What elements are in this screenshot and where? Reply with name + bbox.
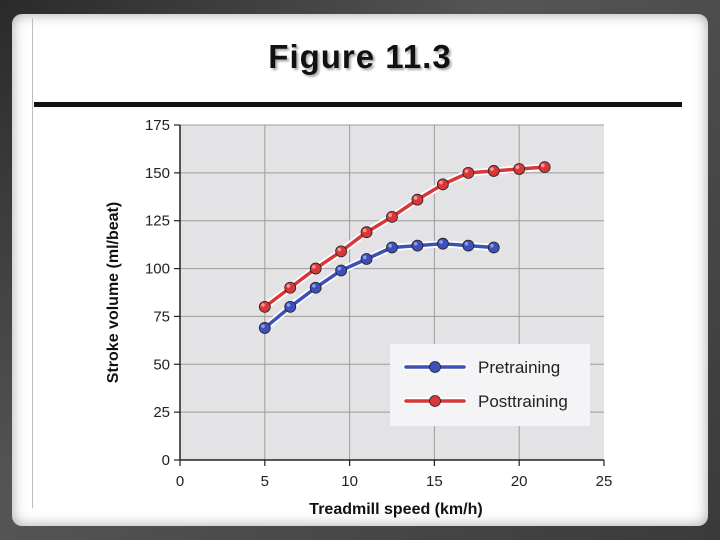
series-1-point-6 xyxy=(411,193,424,206)
series-0-point-0-highlight xyxy=(261,324,265,328)
series-1-point-2-highlight xyxy=(312,264,316,269)
series-1-point-3 xyxy=(335,245,348,258)
series-0-point-0 xyxy=(258,322,271,334)
series-0-point-1-highlight xyxy=(286,303,291,307)
series-1-point-7-highlight xyxy=(439,180,443,185)
series-0-point-5-highlight xyxy=(388,243,393,248)
y-tick-label-75: 75 xyxy=(153,308,170,325)
series-1-point-1 xyxy=(284,281,297,294)
series-1-point-1-highlight xyxy=(286,284,291,288)
series-1-point-8 xyxy=(462,166,475,179)
axes xyxy=(174,124,605,466)
series-0-point-4-highlight xyxy=(362,255,367,259)
series-1-point-7 xyxy=(436,178,449,191)
series-0-point-9-highlight xyxy=(490,243,494,248)
legend-box xyxy=(390,344,590,426)
legend-marker-0 xyxy=(429,361,441,373)
series-0-point-4 xyxy=(360,253,373,265)
series-0-line xyxy=(263,241,496,330)
series-1-point-6-highlight xyxy=(413,196,418,200)
series-1-point-4 xyxy=(360,226,373,239)
series-1-point-10-highlight xyxy=(515,165,520,170)
series-0-point-6 xyxy=(411,239,424,252)
x-tick-label-5: 5 xyxy=(261,473,269,490)
series-0-point-5 xyxy=(386,241,398,254)
series-0-point-8 xyxy=(462,239,475,252)
series-group xyxy=(258,161,551,334)
series-1-point-0-highlight xyxy=(261,303,265,307)
series-1-point-9-highlight xyxy=(490,167,494,171)
series-0-point-8-highlight xyxy=(464,242,469,246)
y-tick-label-150: 150 xyxy=(145,165,170,182)
series-1-point-9 xyxy=(487,165,500,177)
series-1-point-5 xyxy=(386,210,398,223)
slide-vertical-rule xyxy=(32,18,33,508)
series-1-point-3-highlight xyxy=(337,247,342,252)
tick-labels: 0 25 50 75 100 125 150 175 0 5 10 15 20 25 xyxy=(145,117,612,490)
x-tick-label-15: 15 xyxy=(426,473,443,490)
series-1-point-2 xyxy=(309,262,322,275)
y-tick-label-25: 25 xyxy=(153,404,170,421)
series-0-point-7-highlight xyxy=(439,240,443,244)
series-1-point-11-highlight xyxy=(541,163,545,168)
y-tick-label-100: 100 xyxy=(145,261,170,278)
series-0-point-3 xyxy=(335,264,348,277)
y-axis-label: Stroke volume (ml/beat) xyxy=(105,202,122,383)
series-0-point-7 xyxy=(436,237,449,250)
legend-label-0: Pretraining xyxy=(478,358,560,377)
series-1-point-5-highlight xyxy=(388,213,393,217)
x-axis-label: Treadmill speed (km/h) xyxy=(309,501,482,518)
series-0-point-2-highlight xyxy=(312,284,316,288)
legend-label-1: Posttraining xyxy=(478,392,568,411)
series-1-point-11 xyxy=(538,161,551,174)
series-0-point-1 xyxy=(284,300,297,313)
y-tick-label-50: 50 xyxy=(153,356,170,373)
x-tick-label-10: 10 xyxy=(341,473,358,490)
y-tick-label-0: 0 xyxy=(162,452,170,469)
legend-marker-1 xyxy=(429,395,441,407)
series-0-point-2 xyxy=(309,281,322,294)
series-0-point-6-highlight xyxy=(413,242,418,246)
series-0-point-3-highlight xyxy=(337,266,342,271)
series-1-point-4-highlight xyxy=(362,228,367,233)
legend: Pretraining Posttraining xyxy=(390,344,590,426)
y-tick-label-175: 175 xyxy=(145,117,170,134)
slide-title: Figure 11.3 xyxy=(268,38,452,75)
y-tick-label-125: 125 xyxy=(145,213,170,230)
series-1-point-10 xyxy=(513,163,526,175)
x-tick-label-25: 25 xyxy=(596,473,613,490)
series-0-point-9 xyxy=(487,241,500,254)
x-tick-label-20: 20 xyxy=(511,473,528,490)
series-1-point-0 xyxy=(258,300,271,313)
title-divider xyxy=(34,102,682,107)
series-1-point-8-highlight xyxy=(464,169,469,173)
x-tick-label-0: 0 xyxy=(176,473,184,490)
